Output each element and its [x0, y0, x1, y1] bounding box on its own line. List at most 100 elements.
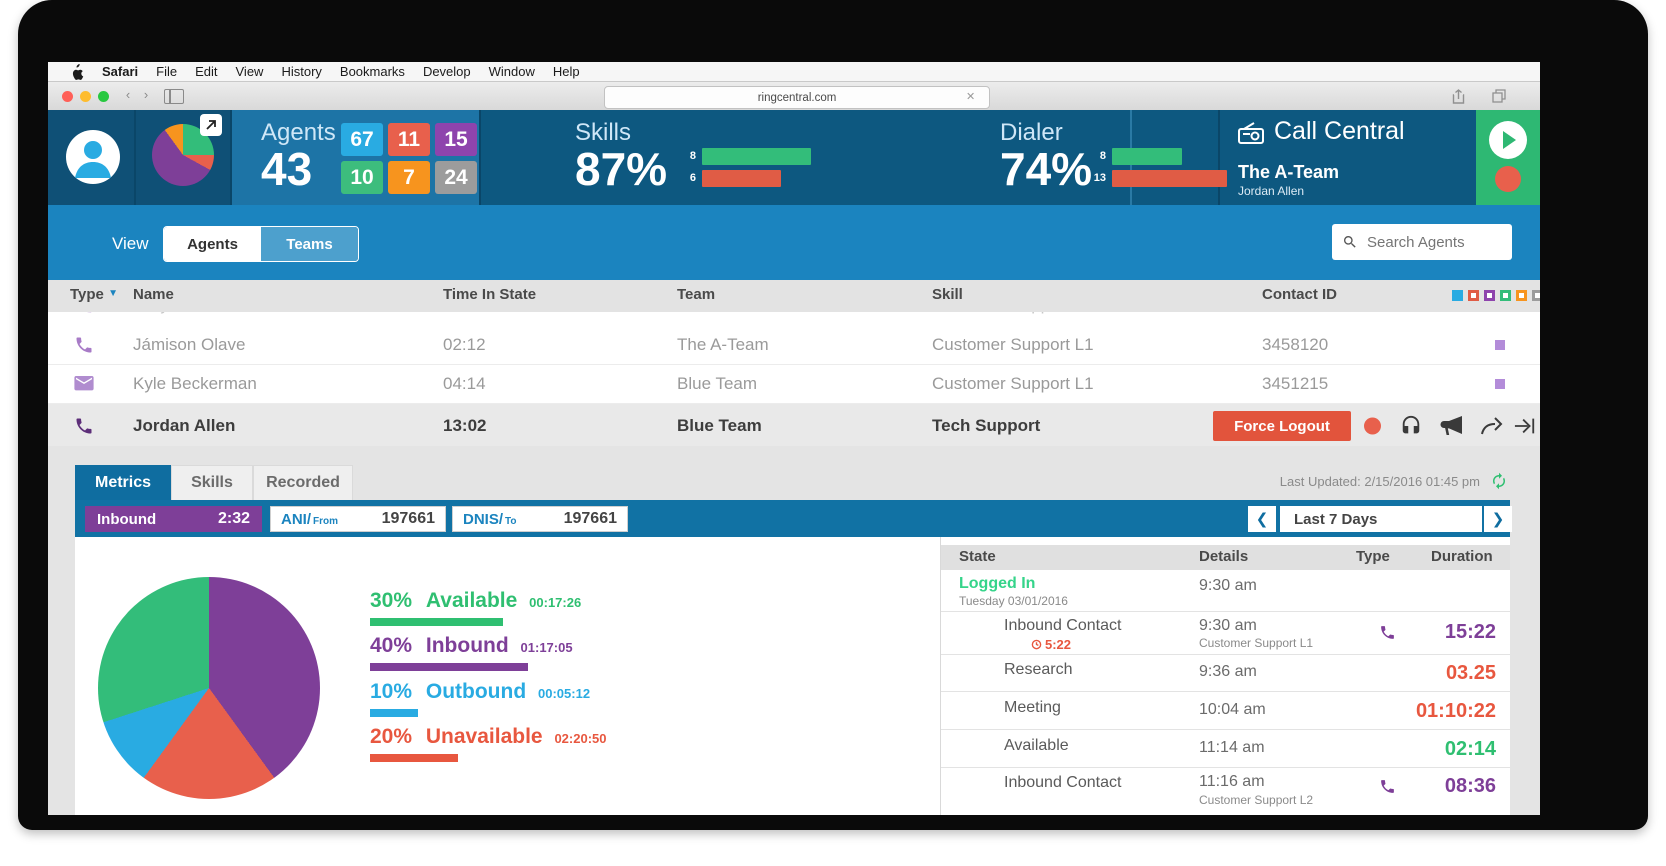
forward-button[interactable]: ›: [143, 87, 149, 102]
column-header-team[interactable]: Team: [677, 286, 716, 303]
agent-name: Jordan Allen: [133, 416, 236, 435]
force-logout-button[interactable]: Force Logout: [1213, 411, 1351, 441]
app-header: Agents 43 67 11 15 10 7 24 Skills 87% 8 …: [48, 110, 1540, 205]
dialer-label: Dialer: [1000, 119, 1063, 146]
menu-item-window[interactable]: Window: [488, 64, 535, 79]
skills-percent: 87%: [575, 143, 668, 195]
menu-item-bookmarks[interactable]: Bookmarks: [339, 64, 405, 79]
tab-metrics[interactable]: Metrics: [75, 465, 171, 500]
tab-skills[interactable]: Skills: [171, 465, 253, 500]
range-next-button[interactable]: ❯: [1484, 506, 1512, 532]
minimize-window-button[interactable]: [80, 91, 91, 102]
panel-divider: [940, 537, 941, 815]
metrics-panel: 30% Available 00:17:26 40% Inbound 01:17…: [75, 537, 1510, 815]
menu-item-view[interactable]: View: [235, 64, 264, 79]
state-row[interactable]: Meeting 10:04 am 01:10:22: [941, 692, 1510, 730]
date-range-selector[interactable]: Last 7 Days: [1280, 506, 1482, 532]
skills-bar-value: 8: [689, 150, 696, 162]
state-row[interactable]: Logged In Tuesday 03/01/2016 9:30 am: [941, 570, 1510, 612]
column-header-skill[interactable]: Skill: [932, 286, 963, 303]
column-header-time-in-state[interactable]: Time In State: [443, 286, 537, 303]
transfer-arrow-icon[interactable]: [1514, 417, 1536, 435]
menu-item-help[interactable]: Help: [552, 64, 580, 79]
dialer-bar-value: 13: [1093, 172, 1106, 184]
menu-item-history[interactable]: History: [281, 64, 322, 79]
close-window-button[interactable]: [62, 91, 73, 102]
table-row[interactable]: Kyle Beckerman 04:14 Blue Team Customer …: [48, 365, 1540, 404]
status-indicator: [1495, 379, 1505, 389]
record-button[interactable]: [1495, 166, 1521, 192]
range-previous-button[interactable]: ❮: [1248, 506, 1276, 532]
tab-recorded[interactable]: Recorded: [253, 465, 353, 500]
time-in-state: 02:12: [443, 335, 486, 354]
screen: Safari File Edit View History Bookmarks …: [48, 62, 1540, 815]
address-bar[interactable]: [604, 86, 990, 109]
agent-count-tile[interactable]: 15: [435, 123, 477, 156]
agent-count-tile[interactable]: 7: [388, 161, 430, 194]
macos-menu-bar: Safari File Edit View History Bookmarks …: [48, 62, 1540, 82]
legend-square-green[interactable]: [1500, 290, 1511, 301]
legend-square-gray[interactable]: [1532, 290, 1540, 301]
laptop-bezel: Safari File Edit View History Bookmarks …: [18, 0, 1648, 830]
column-header-type[interactable]: Type ▼: [70, 286, 118, 303]
menu-item-file[interactable]: File: [156, 64, 178, 79]
state-duration: 08:36: [1444, 775, 1496, 797]
agents-table-header: Type ▼ Name Time In State Team Skill Con…: [48, 280, 1540, 313]
legend-label: Outbound: [425, 680, 527, 703]
contact-id: 3451215: [1262, 374, 1329, 393]
refresh-icon[interactable]: [1490, 472, 1508, 490]
menu-item-develop[interactable]: Develop: [422, 64, 471, 79]
agent-count-tile[interactable]: 10: [341, 161, 383, 194]
share-icon[interactable]: [1452, 89, 1465, 104]
dialer-bar: [1112, 148, 1182, 165]
tabs-overview-icon[interactable]: [1492, 89, 1506, 103]
back-button[interactable]: ‹: [125, 87, 131, 102]
state-duration: 01:10:22: [1415, 700, 1496, 722]
agents-view-button[interactable]: Agents: [164, 227, 261, 261]
whisper-forward-icon[interactable]: [1480, 416, 1504, 436]
pie-legend-unavailable: 20% Unavailable 02:20:50: [370, 725, 607, 762]
user-avatar[interactable]: [66, 130, 120, 184]
listen-headphones-icon[interactable]: [1400, 415, 1422, 437]
column-header-name[interactable]: Name: [133, 286, 174, 303]
mail-icon: [74, 376, 94, 391]
state-row[interactable]: Inbound Contact 11:16 am Customer Suppor…: [941, 768, 1510, 815]
legend-square-red[interactable]: [1468, 290, 1479, 301]
agent-name: Jámison Olave: [133, 335, 246, 354]
search-agents-box: [1332, 224, 1512, 260]
state-row[interactable]: Available 11:14 am 02:14: [941, 730, 1510, 768]
play-button[interactable]: [1489, 121, 1527, 159]
state-row[interactable]: Research 9:36 am 03.25: [941, 655, 1510, 692]
legend-square-orange[interactable]: [1516, 290, 1527, 301]
legend-pct: 10%: [370, 680, 413, 703]
barge-megaphone-icon[interactable]: [1440, 415, 1464, 437]
table-row-selected[interactable]: Jordan Allen 13:02 Blue Team Tech Suppor…: [48, 404, 1540, 449]
menu-item-edit[interactable]: Edit: [195, 64, 218, 79]
sidebar-toggle-icon[interactable]: [164, 89, 184, 104]
agent-count-tile[interactable]: 67: [341, 123, 383, 156]
table-row[interactable]: Jámison Olave 02:12 The A-Team Customer …: [48, 326, 1540, 365]
state-row[interactable]: Inbound Contact 5:22 9:30 am Customer Su…: [941, 612, 1510, 655]
search-icon: [1343, 235, 1356, 248]
current-agent: Jordan Allen: [1238, 184, 1305, 198]
teams-view-button[interactable]: Teams: [261, 227, 358, 261]
clear-url-icon[interactable]: ✕: [966, 91, 976, 103]
skill: Tech Support: [932, 416, 1041, 435]
table-row-partial[interactable]: Tony Beltran 18:24 The A-Team Customer S…: [48, 312, 1540, 326]
call-info-bar: Inbound 2:32 ANI/ From 197661 DNIS/ To 1…: [75, 500, 1512, 537]
expand-pie-button[interactable]: [200, 114, 222, 136]
legend-square-cyan[interactable]: [1452, 290, 1463, 301]
legend-square-purple[interactable]: [1484, 290, 1495, 301]
column-header-contact-id[interactable]: Contact ID: [1262, 286, 1337, 303]
search-agents-input[interactable]: [1365, 232, 1499, 252]
agent-count-tile[interactable]: 24: [435, 161, 477, 194]
agent-count-tile[interactable]: 11: [388, 123, 430, 156]
menu-item-safari[interactable]: Safari: [102, 64, 139, 79]
zoom-window-button[interactable]: [98, 91, 109, 102]
legend-bar: [370, 618, 503, 626]
skills-bar: [702, 148, 811, 165]
skill: Customer Support L1: [932, 374, 1094, 393]
record-call-button[interactable]: [1364, 417, 1381, 435]
agents-table-body: Tony Beltran 18:24 The A-Team Customer S…: [48, 312, 1540, 449]
column-header-details: Details: [1199, 548, 1249, 565]
